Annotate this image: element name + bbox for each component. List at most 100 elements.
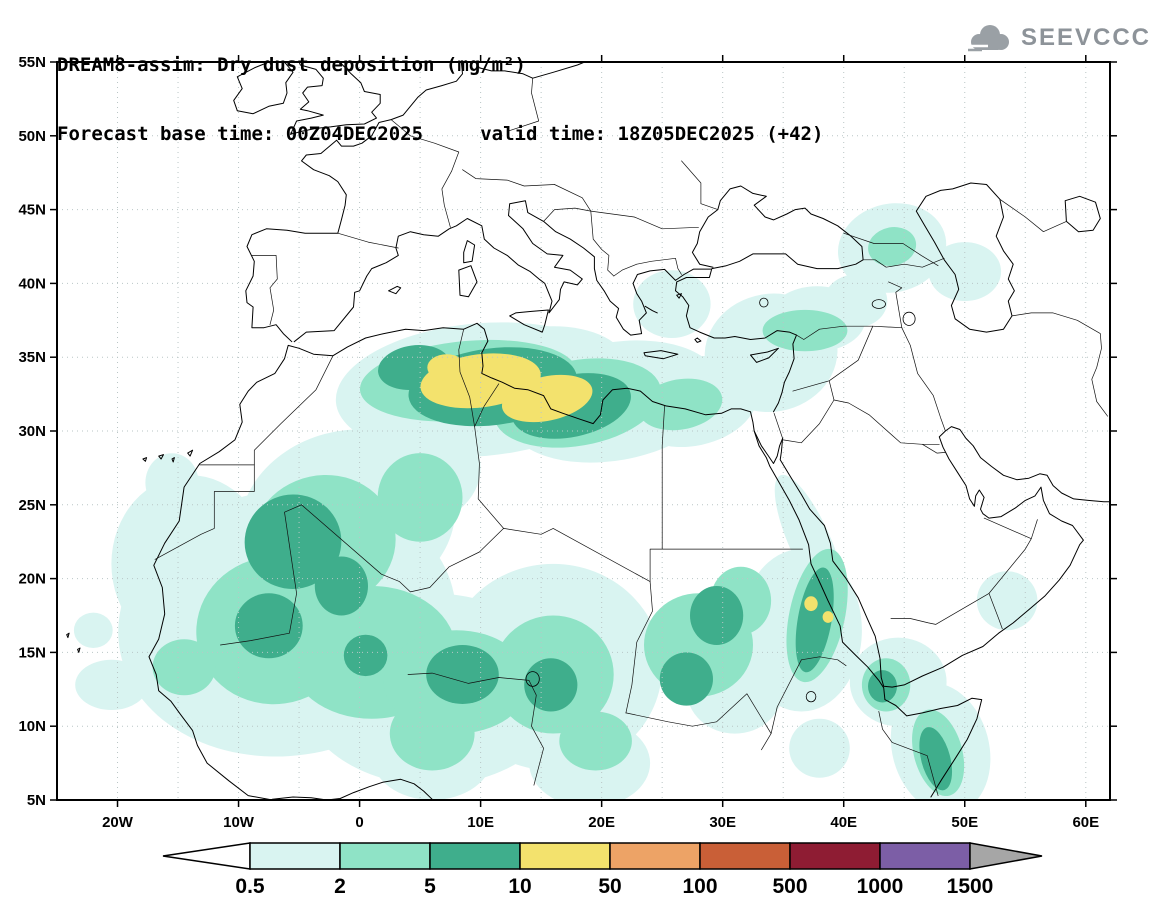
coastline [750, 411, 983, 798]
country-border [458, 328, 504, 529]
coastline [233, 62, 270, 112]
country-border [543, 207, 592, 222]
dust-region-band1 [928, 242, 1002, 302]
lon-label: 30E [709, 814, 736, 831]
coastline [142, 457, 148, 462]
lat-label: 25N [18, 497, 46, 514]
legend-value: 10 [508, 875, 531, 898]
dust-region-band3 [426, 645, 499, 704]
dust-region-band1 [789, 718, 850, 778]
country-border [888, 281, 903, 329]
country-border [407, 672, 544, 786]
lake [525, 671, 540, 687]
country-border [253, 355, 334, 466]
legend-segment [609, 842, 701, 870]
country-border [462, 169, 555, 187]
coastline [643, 350, 679, 360]
dust-region-band3 [343, 634, 388, 677]
plot-subtitle: Forecast base time: 00Z04DEC2025 valid t… [57, 123, 824, 145]
logo-text: SEEVCCC [1020, 24, 1151, 51]
country-border [554, 184, 615, 277]
lat-label: 35N [18, 349, 46, 366]
dust-region-band2 [389, 696, 475, 771]
lon-label: 10E [467, 814, 494, 831]
dust-region-band3 [524, 658, 578, 712]
lake [902, 311, 916, 326]
lon-label: 20W [102, 814, 134, 831]
legend-arrow-left [162, 842, 251, 870]
country-border [613, 263, 638, 277]
country-border [590, 210, 699, 230]
legend-segment [699, 842, 791, 870]
country-border [796, 325, 903, 340]
legend-arrow-right [969, 842, 1043, 870]
coastline [290, 62, 381, 135]
lake [871, 299, 886, 309]
lat-label: 55N [18, 54, 46, 71]
country-border [220, 504, 302, 646]
legend-segment [429, 842, 521, 870]
lat-label: 15N [18, 644, 46, 661]
country-border [901, 327, 946, 432]
dust-region-band1 [824, 274, 888, 328]
country-border [1011, 312, 1108, 417]
dust-region-band3 [690, 586, 744, 645]
dust-region-band4 [822, 611, 834, 623]
lat-label: 20N [18, 571, 46, 588]
legend-value: 0.5 [235, 875, 265, 898]
legend-value: 50 [598, 875, 621, 898]
dust-region-band1 [75, 659, 148, 711]
legend-segment [789, 842, 881, 870]
country-border [441, 170, 452, 228]
plot-titles: DREAM8-assim: Dry dust deposition (mg/m²… [57, 8, 823, 192]
dust-region-band2 [638, 378, 723, 431]
dust-region-band3 [795, 567, 834, 673]
coastline [1064, 195, 1101, 233]
dust-region-band1 [633, 270, 711, 338]
lat-label: 30N [18, 423, 46, 440]
dust-region-band1 [73, 612, 113, 648]
coastline [644, 305, 658, 314]
coastline [148, 322, 751, 800]
dust-region-band1 [976, 571, 1038, 631]
dust-region-band2 [152, 639, 216, 696]
coastline [171, 457, 175, 463]
lake [805, 691, 817, 703]
coastline [753, 430, 784, 464]
country-border [636, 257, 682, 275]
coastline [158, 454, 164, 460]
country-border [474, 383, 500, 427]
country-border [843, 232, 939, 267]
coastline [475, 62, 586, 79]
country-border [773, 412, 783, 439]
country-border [337, 232, 399, 249]
lake [759, 297, 769, 308]
lon-label: 60E [1072, 814, 1099, 831]
coastline [509, 309, 549, 333]
country-border [681, 160, 719, 210]
country-border [625, 581, 653, 714]
axes-layer: 55N 50N 45N 40N 35N 30N 25N 20N 15N 10N 5N 20W 10W 0 1… [18, 54, 1117, 831]
country-border [983, 517, 1032, 540]
lon-label: 50E [951, 814, 978, 831]
coastline [458, 265, 478, 298]
dust-region-band2 [559, 711, 632, 771]
dust-region-band3 [919, 727, 953, 791]
country-border [390, 119, 460, 172]
country-border [154, 464, 255, 560]
country-border [506, 77, 540, 132]
coastline [915, 182, 1015, 333]
legend-segment [879, 842, 971, 870]
dust-region-band3 [314, 556, 368, 616]
country-border [890, 519, 1038, 625]
coastline [245, 62, 463, 343]
lon-label: 0 [355, 814, 363, 831]
dust-region-band4 [427, 354, 467, 381]
dust-region-band3 [234, 593, 303, 659]
coastline [388, 285, 402, 295]
lat-label: 45N [18, 202, 46, 219]
coastline [66, 632, 70, 639]
legend-segment [339, 842, 431, 870]
